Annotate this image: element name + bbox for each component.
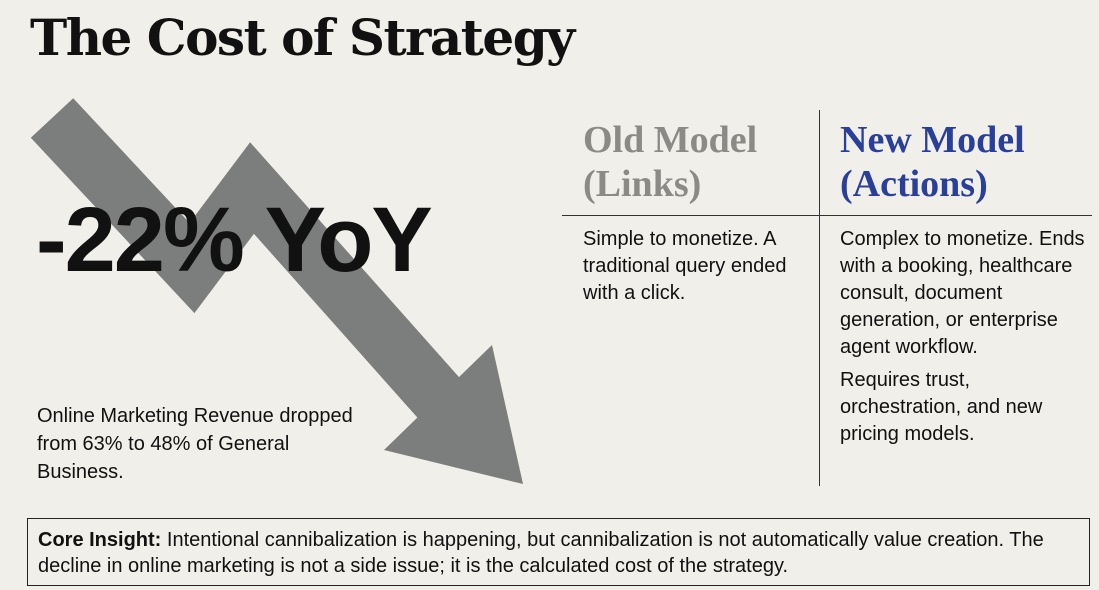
- stat-value: -22% YoY: [36, 189, 433, 291]
- insight-label: Core Insight:: [38, 529, 162, 551]
- stat-note: Online Marketing Revenue dropped from 63…: [37, 405, 353, 483]
- column-body: Simple to monetize. A traditional query …: [583, 226, 808, 307]
- insight-text: Intentional cannibalization is happening…: [38, 529, 1044, 577]
- column-text: Complex to monetize. Ends with a booking…: [840, 228, 1085, 358]
- column-text: Requires trust, orchestration, and new p…: [840, 369, 1043, 445]
- title: The Cost of Strategy: [30, 8, 575, 67]
- column-heading: New Model (Actions): [840, 119, 1025, 205]
- arrow-shaft: [30, 98, 467, 425]
- comparison-column: New Model (Actions) Complex to monetize. …: [840, 118, 1085, 454]
- column-text: Simple to monetize. A traditional query …: [583, 228, 787, 304]
- column-divider: [819, 110, 820, 486]
- arrow-head: [384, 345, 523, 484]
- comparison-column: Old Model (Links) Simple to monetize. A t…: [583, 118, 808, 313]
- column-heading: Old Model (Links): [583, 119, 758, 205]
- insight-box: Core Insight: Intentional cannibalizatio…: [27, 518, 1090, 586]
- header-divider: [562, 215, 1092, 216]
- column-body: Complex to monetize. Ends with a booking…: [840, 226, 1085, 448]
